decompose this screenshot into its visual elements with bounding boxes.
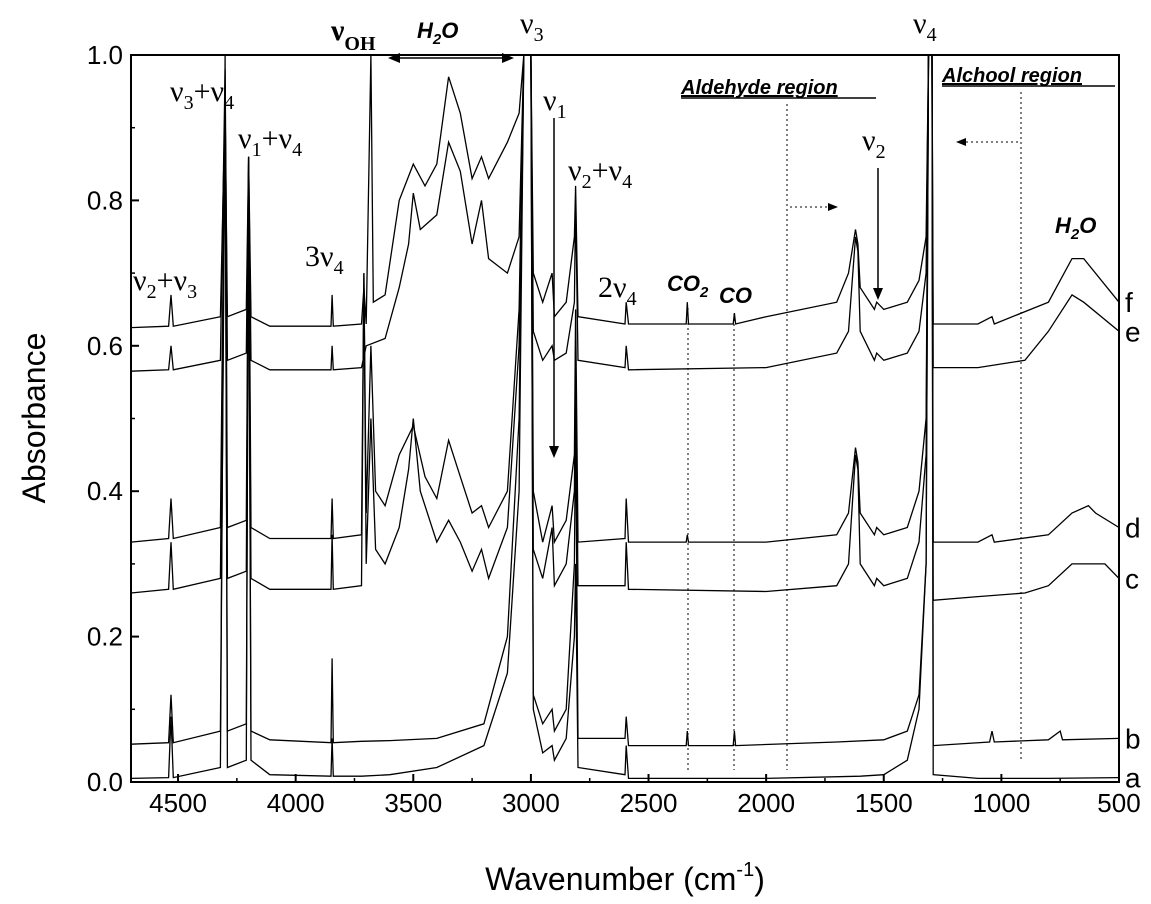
label-v4: ν4 bbox=[913, 7, 937, 46]
spectrum-trace-b bbox=[130, 54, 1120, 747]
x-tick-label: 1000 bbox=[972, 788, 1030, 818]
label-v2-plus-v3: ν2+ν3 bbox=[133, 264, 197, 303]
label-v1: ν1 bbox=[543, 84, 567, 123]
v2-arrow-head bbox=[873, 288, 883, 300]
label-aldehyde-region: Aldehyde region bbox=[680, 77, 838, 99]
x-tick-label: 3000 bbox=[502, 788, 560, 818]
x-tick-label: 1500 bbox=[855, 788, 913, 818]
y-tick-label: 1.0 bbox=[87, 40, 123, 70]
axis-ticks: 4500 4000 3500 3000 2500 2000 1500 1000 500 0.0 0.… bbox=[87, 40, 1141, 818]
h2o-arrow-left-head bbox=[388, 53, 400, 63]
trace-label-a: a bbox=[1125, 763, 1141, 794]
label-v1-plus-v4: ν1+ν4 bbox=[238, 122, 302, 161]
h2o-arrow-right-head bbox=[502, 53, 514, 63]
y-tick-label: 0.2 bbox=[87, 622, 123, 652]
y-tick-label: 0.8 bbox=[87, 185, 123, 215]
trace-label-e: e bbox=[1125, 316, 1141, 347]
alchool-pointer-head bbox=[956, 138, 966, 146]
label-h2o-right: H2O bbox=[1055, 213, 1096, 243]
trace-label-d: d bbox=[1125, 513, 1141, 544]
x-tick-label: 4000 bbox=[267, 788, 325, 818]
x-tick-label: 4500 bbox=[149, 788, 207, 818]
label-v2: ν2 bbox=[862, 124, 886, 163]
y-axis-title: Absorbance bbox=[16, 333, 52, 504]
aldehyde-pointer-head bbox=[828, 203, 838, 211]
label-v2-plus-v4: ν2+ν4 bbox=[568, 154, 632, 193]
label-v3-plus-v4: ν3+ν4 bbox=[170, 75, 234, 114]
y-tick-label: 0.0 bbox=[87, 767, 123, 797]
label-v3: ν3 bbox=[520, 7, 544, 46]
x-tick-label: 500 bbox=[1097, 788, 1140, 818]
trace-label-f: f bbox=[1125, 287, 1133, 318]
trace-label-b: b bbox=[1125, 723, 1141, 754]
label-3v4: 3ν4 bbox=[305, 240, 344, 279]
label-co: CO bbox=[719, 283, 752, 308]
y-tick-label: 0.4 bbox=[87, 476, 123, 506]
x-tick-label: 2000 bbox=[737, 788, 795, 818]
label-h2o-top: H2O bbox=[417, 18, 458, 48]
x-axis-title-close: ) bbox=[754, 861, 765, 897]
y-tick-label: 0.6 bbox=[87, 331, 123, 361]
x-axis-title-superscript: -1 bbox=[736, 859, 754, 881]
label-v-oh: νOH bbox=[330, 14, 376, 55]
label-co2: CO2 bbox=[667, 271, 709, 301]
label-2v4: 2ν4 bbox=[598, 271, 637, 310]
x-tick-label: 2500 bbox=[620, 788, 678, 818]
trace-label-c: c bbox=[1125, 563, 1139, 594]
spectrum-trace-d bbox=[130, 54, 1120, 545]
plot-traces: ab cd ef bbox=[130, 54, 1141, 794]
label-alchool-region: Alchool region bbox=[941, 65, 1082, 87]
spectrum-trace-a bbox=[130, 54, 1120, 780]
v1-arrow-head bbox=[549, 446, 559, 458]
x-tick-label: 3500 bbox=[384, 788, 442, 818]
plot-frame bbox=[130, 54, 1120, 783]
spectrum-trace-e bbox=[130, 54, 1120, 372]
x-axis-title: Wavenumber (cm-1) bbox=[485, 859, 765, 897]
